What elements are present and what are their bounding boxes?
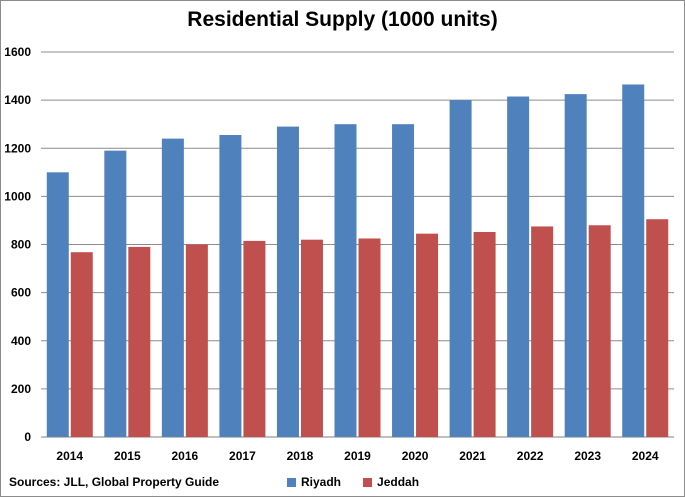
x-axis-tick-labels: 2014 2015 2016 2017 2018 2019 2020 2021 2022 2023… [56, 449, 658, 463]
bar-riyadh-2017 [219, 135, 242, 437]
bar-jeddah-2018 [300, 239, 323, 437]
bar-jeddah-2019 [358, 238, 381, 437]
x-tick-label-2014: 2014 [56, 449, 83, 463]
bar-jeddah-2015 [128, 246, 151, 437]
legend-swatch-riyadh [287, 477, 296, 487]
x-tick-label-2019: 2019 [344, 449, 371, 463]
x-tick-label-2022: 2022 [517, 449, 544, 463]
bar-riyadh-2019 [334, 124, 357, 437]
bar-riyadh-2015 [104, 150, 127, 437]
chart-title: Residential Supply (1000 units) [187, 8, 498, 31]
x-tick-label-2018: 2018 [287, 449, 314, 463]
bar-riyadh-2018 [276, 126, 299, 437]
y-tick-label-1200: 1200 [4, 141, 31, 155]
x-tick-label-2021: 2021 [459, 449, 486, 463]
y-axis-tick-labels: 0 200 400 600 800 1000 1200 1400 1600 [4, 45, 31, 444]
x-tick-label-2023: 2023 [574, 449, 601, 463]
bar-jeddah-2017 [243, 240, 266, 437]
bar-jeddah-2021 [473, 231, 496, 437]
y-tick-label-200: 200 [11, 382, 31, 396]
bar-riyadh-2023 [564, 94, 587, 437]
bar-riyadh-2016 [161, 138, 184, 437]
bar-riyadh-2020 [392, 124, 415, 437]
y-tick-label-1000: 1000 [4, 189, 31, 203]
y-tick-label-600: 600 [11, 286, 31, 300]
legend-label-jeddah: Jeddah [377, 475, 420, 489]
bar-jeddah-2023 [588, 225, 611, 437]
x-tick-label-2020: 2020 [402, 449, 429, 463]
bar-jeddah-2024 [646, 219, 669, 437]
bar-riyadh-2014 [46, 172, 69, 437]
bar-riyadh-2024 [622, 84, 645, 437]
x-tick-label-2015: 2015 [114, 449, 141, 463]
y-tick-label-400: 400 [11, 334, 31, 348]
legend-item-jeddah: Jeddah [363, 475, 419, 489]
y-tick-label-0: 0 [24, 430, 31, 444]
bar-jeddah-2022 [531, 226, 554, 437]
bar-riyadh-2021 [449, 100, 472, 437]
y-tick-label-1400: 1400 [4, 93, 31, 107]
bars [46, 84, 669, 437]
y-tick-label-1600: 1600 [4, 45, 31, 59]
bar-jeddah-2014 [70, 252, 93, 437]
legend-item-riyadh: Riyadh [287, 475, 341, 489]
legend-label-riyadh: Riyadh [301, 475, 342, 489]
x-tick-label-2016: 2016 [172, 449, 199, 463]
x-tick-label-2024: 2024 [632, 449, 659, 463]
bar-riyadh-2022 [507, 96, 530, 437]
bar-jeddah-2020 [416, 233, 439, 437]
x-tick-label-2017: 2017 [229, 449, 256, 463]
y-tick-label-800: 800 [11, 238, 31, 252]
bar-jeddah-2016 [185, 244, 208, 437]
legend: Riyadh Jeddah [287, 475, 419, 489]
source-note: Sources: JLL, Global Property Guide [9, 475, 220, 489]
legend-swatch-jeddah [363, 477, 373, 487]
